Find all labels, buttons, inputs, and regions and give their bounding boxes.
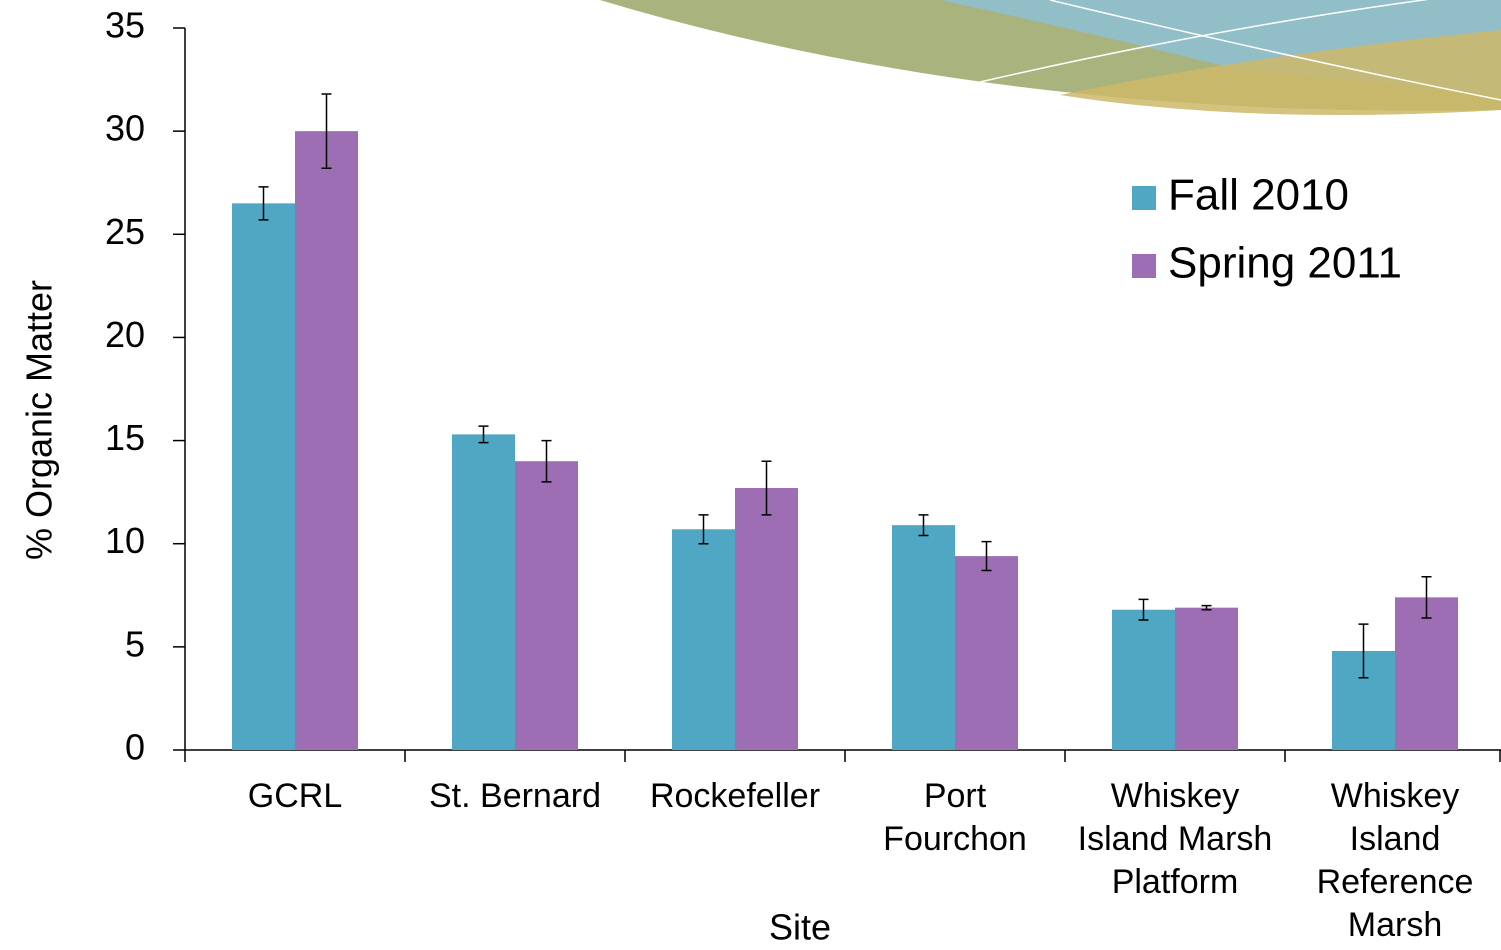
y-tick-label: 30: [105, 108, 145, 149]
bar: [1395, 597, 1458, 750]
bar: [1112, 609, 1175, 750]
bar: [735, 488, 798, 750]
y-tick-label: 20: [105, 314, 145, 355]
bar: [452, 434, 515, 750]
legend-swatch: [1132, 186, 1156, 210]
bar: [232, 203, 295, 751]
bar: [295, 131, 358, 751]
error-bar: [981, 540, 992, 572]
error-bar: [478, 425, 489, 444]
x-tick-label: Whiskey Island Reference Marsh: [1316, 777, 1474, 944]
bar: [955, 556, 1018, 750]
error-bar: [541, 439, 552, 483]
y-tick-label: 0: [125, 727, 145, 768]
error-bar: [698, 514, 709, 545]
x-tick-label: Port Fourchon: [883, 777, 1027, 858]
bar: [1175, 607, 1238, 750]
error-bar: [1138, 598, 1149, 621]
legend-swatch: [1132, 254, 1156, 278]
error-bar: [258, 186, 269, 221]
x-tick-label: Rockefeller: [649, 777, 821, 815]
decoration: [600, 0, 1501, 115]
x-tick-label: Whiskey Island Marsh Platform: [1077, 777, 1273, 901]
x-axis-label: Site: [769, 907, 831, 948]
y-tick-label: 15: [105, 417, 145, 458]
x-tick-label: St. Bernard: [429, 777, 601, 815]
error-bar: [1201, 604, 1212, 611]
y-axis-label: % Organic Matter: [19, 280, 60, 560]
bar: [892, 525, 955, 750]
error-bar: [321, 93, 332, 170]
y-tick-label: 5: [125, 623, 145, 664]
error-bar: [918, 514, 929, 537]
error-bar: [1421, 575, 1432, 619]
y-tick-label: 10: [105, 520, 145, 561]
y-tick-label: 35: [105, 5, 145, 46]
legend-label: Fall 2010: [1168, 171, 1349, 220]
error-bar: [1358, 623, 1369, 679]
bar: [515, 461, 578, 750]
legend-label: Spring 2011: [1168, 239, 1402, 288]
x-tick-label: GCRL: [247, 777, 343, 815]
bar: [672, 529, 735, 750]
error-bar: [761, 460, 772, 516]
y-tick-label: 25: [105, 211, 145, 252]
